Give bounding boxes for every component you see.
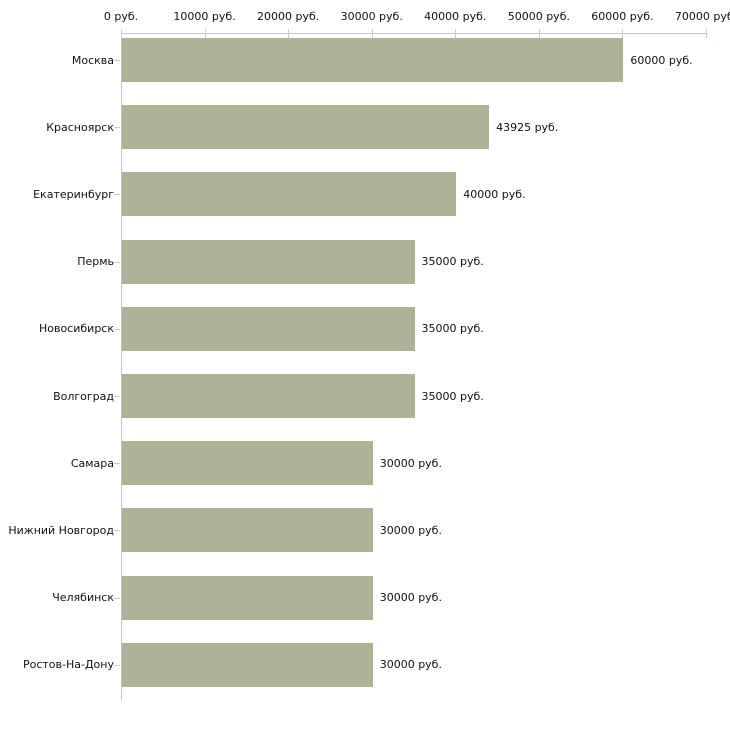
value-label: 60000 руб. (630, 53, 693, 67)
x-axis-tick-label: 60000 руб. (591, 10, 654, 23)
category-label: Москва (71, 53, 114, 67)
value-label: 35000 руб. (421, 322, 484, 336)
x-axis-tick-mark (204, 29, 206, 38)
value-label: 35000 руб. (421, 389, 484, 403)
x-axis-tick-label: 10000 руб. (173, 10, 236, 23)
value-label: 30000 руб. (379, 523, 442, 537)
y-axis-line (121, 33, 122, 700)
category-label: Ростов-На-Дону (22, 658, 114, 672)
y-axis-tick-mark (114, 127, 120, 129)
category-label: Новосибирск (38, 322, 114, 336)
x-axis-tick-mark (288, 29, 290, 38)
x-axis-tick-label: 70000 руб. (674, 10, 730, 23)
category-label: Красноярск (46, 120, 114, 134)
y-axis-tick-mark (114, 463, 120, 465)
x-axis-tick-label: 20000 руб. (257, 10, 320, 23)
bar-8 (122, 508, 373, 553)
value-label: 30000 руб. (379, 591, 442, 605)
bar-6 (122, 374, 415, 418)
x-axis-tick-mark (538, 29, 540, 38)
bar-10 (122, 642, 373, 687)
category-label: Волгоград (53, 389, 114, 403)
y-axis-tick-mark (114, 328, 120, 330)
y-axis-tick-mark (114, 396, 120, 397)
y-axis-tick-mark (114, 664, 120, 666)
y-axis-tick-mark (114, 194, 120, 196)
y-axis-tick-mark (114, 261, 120, 263)
x-axis-tick-label: 30000 руб. (340, 10, 403, 23)
value-label: 35000 руб. (421, 255, 484, 269)
x-axis-tick-label: 40000 руб. (424, 10, 487, 23)
bar-7 (122, 441, 373, 486)
value-label: 40000 руб. (463, 187, 526, 201)
x-axis-tick-mark (455, 29, 457, 38)
x-axis-tick-mark (121, 29, 122, 38)
x-axis-tick-mark (622, 29, 624, 38)
x-axis-tick-mark (371, 29, 373, 38)
category-label: Нижний Новгород (8, 523, 114, 537)
bar-3 (122, 172, 457, 217)
category-label: Челябинск (52, 591, 114, 605)
category-label: Пермь (77, 255, 114, 269)
bar-2 (122, 105, 490, 150)
bar-5 (122, 306, 415, 351)
plot-area: 60000 руб. 43925 руб. 40000 руб. 35000 руб.… (121, 29, 707, 700)
value-label: 30000 руб. (379, 456, 442, 470)
y-axis-tick-mark (114, 530, 120, 532)
bar-1 (122, 38, 624, 82)
category-label: Екатеринбург (33, 187, 114, 201)
value-label: 43925 руб. (496, 120, 559, 134)
y-axis-tick-mark (114, 597, 120, 599)
x-axis-tick-label: 50000 руб. (507, 10, 570, 23)
x-axis-tick-mark (706, 29, 707, 38)
x-axis-line (121, 33, 707, 34)
bar-4 (122, 239, 415, 284)
bar-9 (122, 575, 373, 620)
x-axis-tick-label: 0 руб. (103, 10, 139, 23)
category-label: Самара (70, 456, 114, 470)
value-label: 30000 руб. (379, 658, 442, 672)
y-axis-tick-mark (114, 60, 120, 61)
